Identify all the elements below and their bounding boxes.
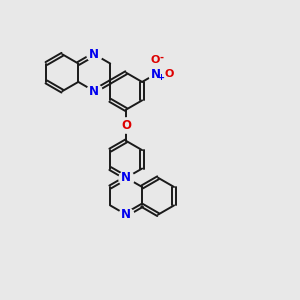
- Text: +: +: [158, 73, 164, 82]
- Text: O: O: [165, 69, 174, 79]
- Text: O: O: [151, 55, 160, 65]
- Text: N: N: [89, 85, 99, 98]
- Text: N: N: [151, 68, 161, 81]
- Text: O: O: [121, 119, 131, 132]
- Text: -: -: [159, 52, 163, 62]
- Text: N: N: [121, 171, 131, 184]
- Text: N: N: [121, 208, 131, 221]
- Text: N: N: [89, 48, 99, 61]
